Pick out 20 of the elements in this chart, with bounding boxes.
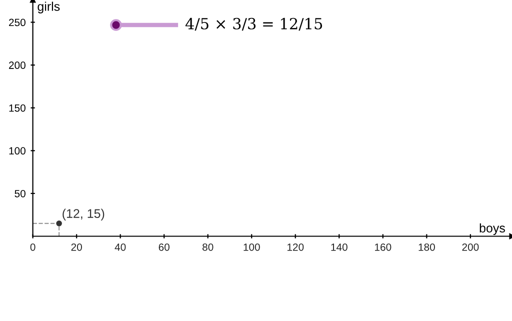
x-tick-label: 40 <box>114 243 126 251</box>
annotation: (12, 15) <box>62 208 104 220</box>
y-tick-label: 100 <box>9 147 26 155</box>
x-tick-label: 120 <box>287 243 304 251</box>
x-tick-label: 100 <box>244 243 260 251</box>
x-tick-label: 0 <box>30 243 36 251</box>
y-tick-label: 50 <box>14 190 26 198</box>
y-tick-label: 200 <box>9 62 26 69</box>
x-tick-label: 80 <box>202 243 214 251</box>
x-tick-label: 200 <box>462 243 479 251</box>
x-tick-label: 140 <box>331 243 348 251</box>
annotation: 4/5 × 3/3 = 12/15 <box>185 18 322 31</box>
y-tick-label: 150 <box>9 104 26 112</box>
x-axis-title: boys <box>480 223 505 235</box>
y-axis-title: girls <box>38 2 60 14</box>
x-tick-label: 180 <box>418 243 435 251</box>
x-tick-label: 60 <box>158 243 170 251</box>
x-tick-label: 160 <box>375 243 392 251</box>
y-tick-label: 250 <box>9 18 26 26</box>
x-tick-label: 20 <box>71 243 82 251</box>
